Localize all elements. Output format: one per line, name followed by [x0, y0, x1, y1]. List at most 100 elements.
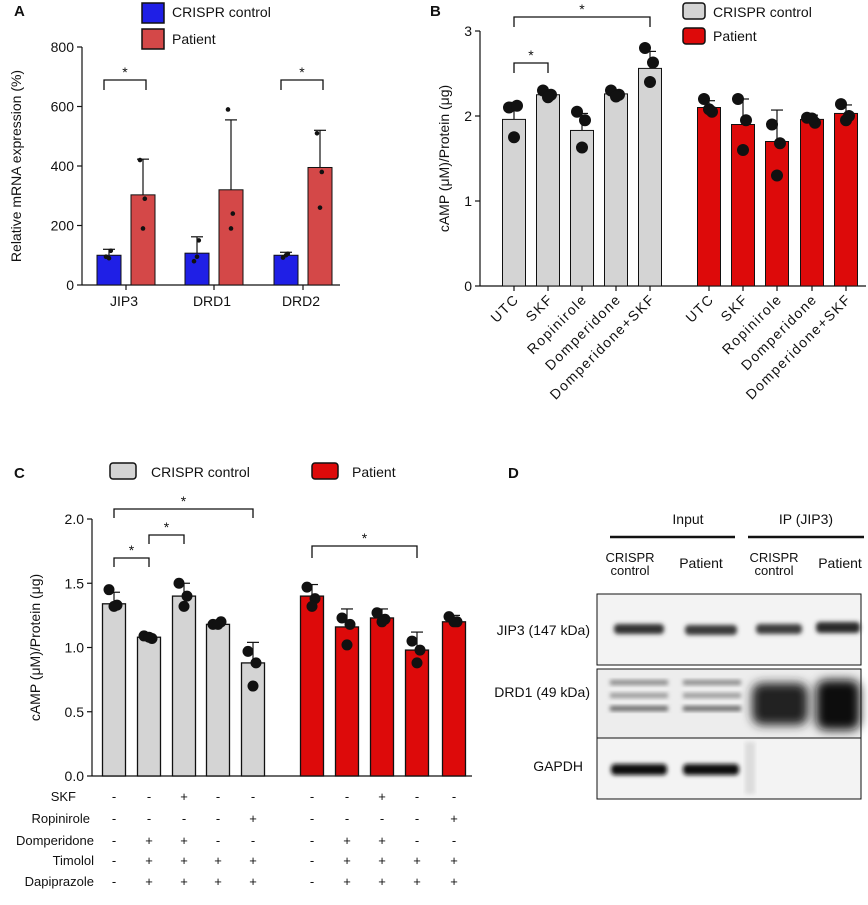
condition-cell: - [310, 789, 314, 804]
x-tick-label: JIP3 [110, 293, 138, 309]
legend-label-1: CRISPR control [713, 4, 812, 20]
condition-cell: + [378, 789, 386, 804]
patient-b-bar-2-point-3 [737, 144, 749, 156]
patient-c-bar-5-point-3 [448, 616, 460, 628]
significance-label: * [528, 47, 534, 63]
control-b-bar-5-point-1 [639, 42, 651, 54]
significance-label: * [299, 64, 305, 80]
patient-jip3-point-2 [142, 196, 148, 202]
legend-swatch-2 [682, 27, 706, 45]
blot-lane1-label-line1: CRISPR [605, 550, 654, 565]
condition-row-label: Dapiprazole [25, 874, 94, 889]
patient-b-bar-3-point-3 [771, 169, 783, 182]
legend-label-1: CRISPR control [172, 4, 271, 20]
patient-jip3-bar [130, 194, 156, 286]
significance-label: * [129, 542, 135, 558]
condition-cell: + [180, 833, 188, 848]
control-c-bar-3-point-2 [181, 590, 193, 602]
patient-b-bar-5-point-3 [840, 114, 852, 127]
control-jip3-point-2 [108, 248, 114, 254]
chart-c: 0.0 0.5 1.0 1.5 2.0 cAMP (μM)/Protein (μg) * * *… [16, 462, 472, 889]
legend-label-2: Patient [172, 31, 216, 47]
condition-cell: - [310, 853, 314, 868]
control-c-bar-2-point-3 [143, 631, 155, 643]
blot-lane4-label: Patient [818, 555, 862, 571]
significance-bracket [513, 16, 651, 27]
control-c-bar-3-bar [171, 595, 197, 777]
patient-c-bar-1-point-3 [306, 600, 318, 612]
condition-cell: - [112, 833, 116, 848]
patient-c-bar-4-point-3 [411, 657, 423, 669]
condition-cell: - [147, 789, 151, 804]
legend-swatch-1 [682, 2, 706, 20]
control-c-bar-3-point-1 [173, 577, 185, 589]
blot-jip3 [596, 593, 862, 666]
patient-c-bar-5-bar [441, 621, 467, 777]
control-b-bar-4-bar [604, 93, 628, 287]
x-tick-label: DRD1 [193, 293, 231, 309]
chart-a: 0 200 400 600 800 Relative mRNA expression (%… [8, 2, 340, 309]
control-c-bar-2-bar [136, 636, 162, 777]
patient-c-bar-3-bar [369, 617, 395, 777]
condition-cell: - [380, 811, 384, 826]
control-b-bar-3-point-3 [576, 141, 588, 154]
x-tick-label: UTC [487, 291, 522, 326]
significance-label: * [122, 64, 128, 80]
band-gapdh-lane1 [611, 764, 667, 775]
control-b-bar-1-bar [502, 118, 526, 287]
condition-cell: + [378, 874, 386, 889]
panel-letter-d: D [508, 465, 519, 482]
y-tick-label: 0.5 [65, 704, 85, 720]
condition-cell: + [343, 853, 351, 868]
control-jip3-point-3 [106, 255, 112, 261]
legend-label-1: CRISPR control [151, 464, 250, 480]
x-tick-label: UTC [682, 291, 717, 326]
condition-cell: - [452, 789, 456, 804]
panel-letter-a: A [14, 3, 25, 20]
y-tick-label: 1.5 [65, 575, 85, 591]
control-drd1-point-3 [194, 254, 200, 260]
patient-c-bar-4-point-1 [406, 635, 418, 647]
condition-cell: - [251, 833, 255, 848]
blot-lane1-label-line2: control [610, 563, 649, 578]
significance-bracket [113, 508, 254, 518]
blot-row-jip3-label: JIP3 (147 kDa) [497, 622, 590, 638]
significance-label: * [164, 519, 170, 535]
condition-cell: - [112, 789, 116, 804]
control-c-bar-1-point-1 [103, 584, 115, 596]
condition-cell: + [450, 853, 458, 868]
patient-b-bar-1-point-3 [703, 103, 715, 116]
y-axis-title: cAMP (μM)/Protein (μg) [27, 574, 43, 721]
patient-drd1-point-3 [228, 226, 234, 231]
condition-cell: - [112, 853, 116, 868]
control-b-bar-2-point-3 [542, 91, 554, 104]
condition-cell: + [145, 833, 153, 848]
patient-drd2-point-3 [317, 205, 323, 210]
patient-b-bar-3-bar [765, 141, 789, 287]
band-jip3-lane2 [685, 625, 737, 635]
condition-cell: - [345, 789, 349, 804]
patient-c-bar-2-point-3 [341, 639, 353, 651]
significance-bracket [280, 79, 324, 90]
control-b-bar-5-point-2 [647, 56, 659, 69]
y-tick-label: 1 [464, 193, 472, 209]
condition-cell: - [415, 833, 419, 848]
condition-cell: - [251, 789, 255, 804]
patient-c-bar-4-bar [404, 649, 430, 777]
patient-b-bar-2-point-2 [740, 114, 752, 127]
patient-b-bar-3-point-2 [774, 137, 786, 150]
blot-gapdh [596, 737, 862, 800]
y-tick-label: 400 [51, 158, 75, 174]
blot-lane2-label: Patient [679, 555, 723, 571]
western-blot-panel: Input IP (JIP3) CRISPR control Patient C… [494, 511, 864, 800]
condition-cell: + [249, 811, 257, 826]
significance-bracket [311, 545, 418, 558]
blot-group-ip: IP (JIP3) [779, 511, 833, 527]
condition-cell: - [415, 811, 419, 826]
condition-cell: - [112, 811, 116, 826]
condition-cell: + [450, 874, 458, 889]
control-drd2-point-3 [283, 252, 289, 258]
patient-jip3-point-1 [137, 157, 143, 163]
patient-c-bar-1-point-1 [301, 581, 313, 593]
